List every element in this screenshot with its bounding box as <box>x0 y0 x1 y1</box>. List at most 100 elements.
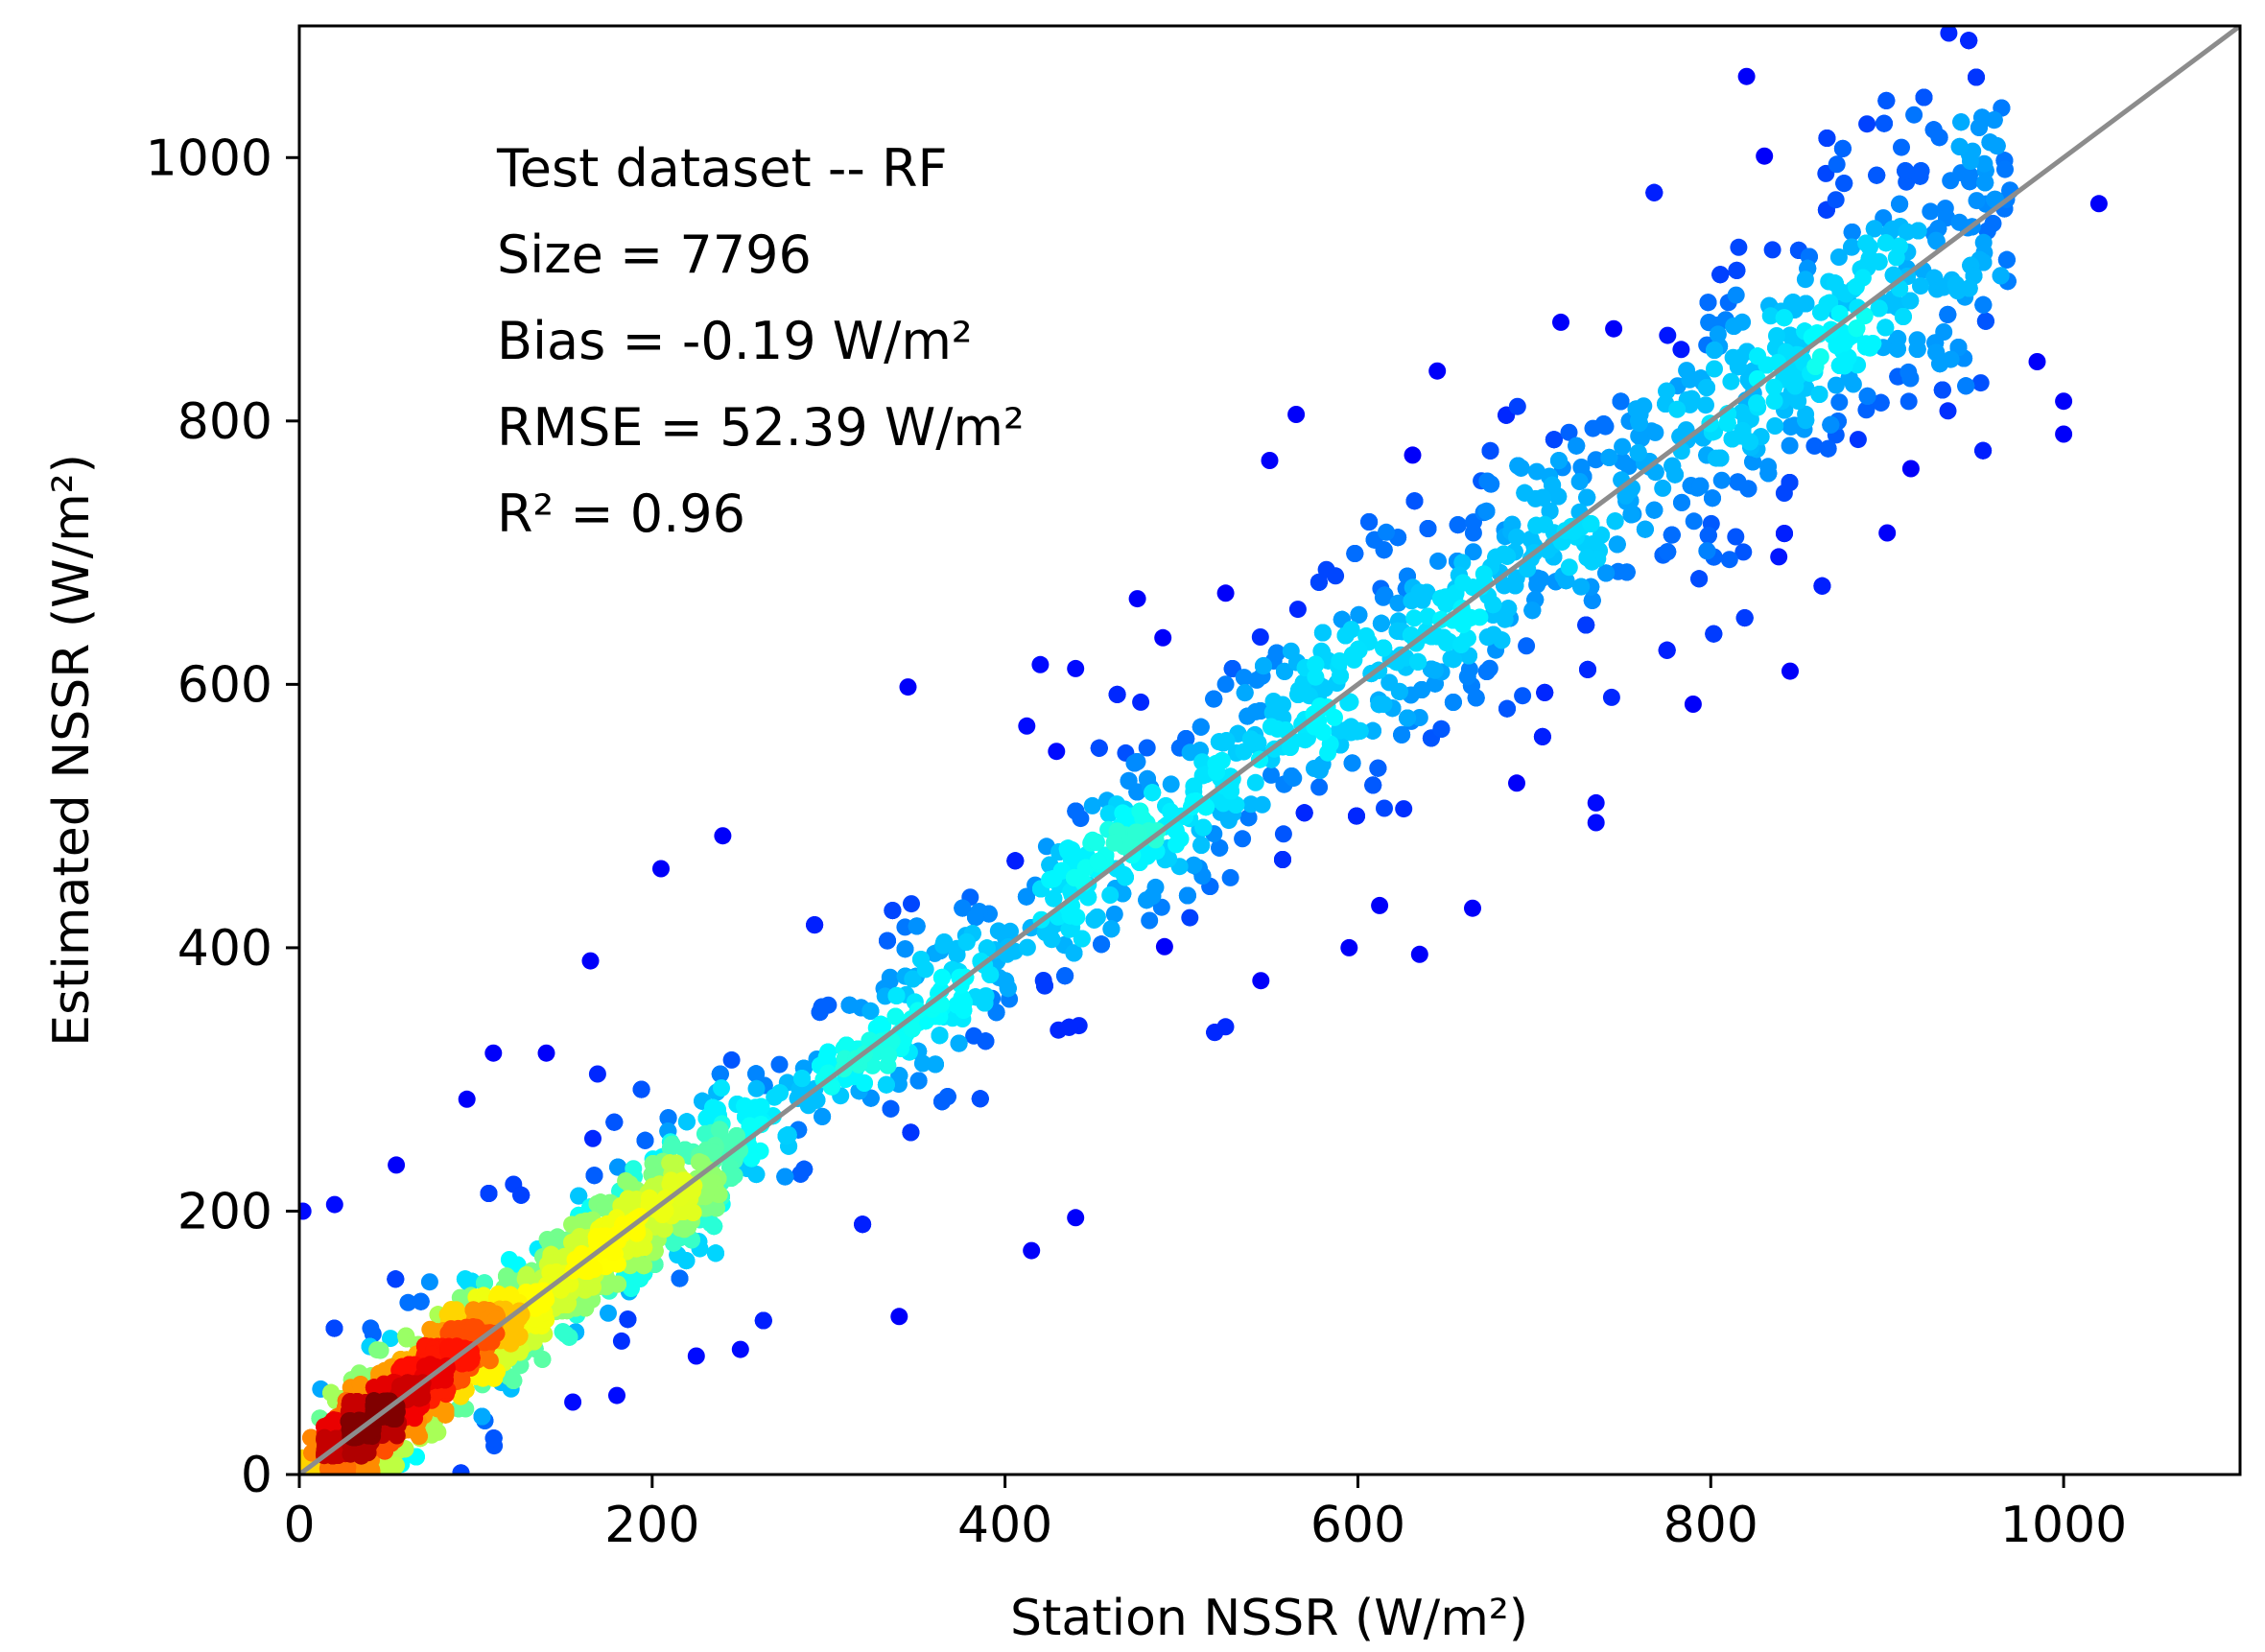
data-point <box>1950 137 1969 155</box>
data-point <box>1617 563 1636 581</box>
data-point <box>1948 282 1967 299</box>
data-point <box>1718 414 1736 432</box>
data-point <box>1853 269 1872 287</box>
data-point <box>1810 386 1829 403</box>
data-point <box>1711 449 1730 467</box>
data-point <box>1614 437 1632 456</box>
data-point <box>1370 696 1388 714</box>
data-point <box>1545 431 1563 449</box>
data-point <box>584 1129 602 1147</box>
data-point <box>2028 353 2046 370</box>
data-point <box>1602 688 1620 706</box>
data-point <box>371 1341 389 1359</box>
data-point <box>1560 558 1578 577</box>
data-point <box>890 1067 908 1085</box>
data-point <box>1560 423 1578 441</box>
data-point <box>1984 214 2002 232</box>
data-point <box>1893 138 1910 156</box>
data-point <box>677 1252 696 1270</box>
data-point <box>512 1186 531 1204</box>
data-point <box>1310 778 1329 796</box>
data-point <box>2055 392 2073 411</box>
data-point <box>1739 480 1758 498</box>
data-point <box>1691 477 1710 495</box>
data-point <box>999 979 1017 998</box>
data-point <box>1770 548 1788 566</box>
data-point <box>473 1407 491 1426</box>
data-point <box>684 1203 702 1221</box>
data-point <box>1552 313 1569 331</box>
data-point <box>537 1044 555 1062</box>
data-point <box>1493 631 1511 649</box>
data-point <box>1313 624 1332 642</box>
data-point <box>711 1121 728 1139</box>
data-point <box>1712 471 1731 489</box>
data-point <box>1597 564 1616 582</box>
data-point <box>1961 173 1979 191</box>
data-point <box>1699 527 1717 545</box>
data-point <box>1827 376 1845 394</box>
data-point <box>1733 427 1751 445</box>
data-point <box>981 966 1000 983</box>
data-point <box>1209 755 1226 773</box>
data-point <box>933 1093 951 1111</box>
data-point <box>1261 452 1279 469</box>
data-point <box>1781 437 1799 455</box>
data-point <box>1985 111 2003 130</box>
data-point <box>776 1168 794 1186</box>
data-point <box>387 1456 405 1475</box>
data-point <box>880 1047 898 1064</box>
data-point <box>1857 401 1876 419</box>
data-point <box>1872 393 1890 412</box>
data-point <box>1728 261 1746 279</box>
data-point <box>1348 807 1365 825</box>
data-point <box>1888 340 1906 358</box>
data-point <box>1102 920 1121 938</box>
data-point <box>899 678 917 696</box>
data-point <box>1690 570 1709 588</box>
data-point <box>1508 774 1525 792</box>
data-point <box>452 1464 470 1475</box>
data-point <box>770 1084 789 1102</box>
data-point <box>722 1050 741 1069</box>
data-point <box>1210 733 1228 751</box>
data-point <box>1060 1018 1078 1036</box>
data-point <box>322 1383 341 1402</box>
data-point <box>1784 294 1803 312</box>
data-point <box>1861 339 1879 357</box>
data-point <box>1162 775 1180 793</box>
data-point <box>912 951 930 969</box>
data-point <box>935 933 954 952</box>
data-point <box>1933 381 1951 399</box>
data-point <box>1444 694 1462 711</box>
data-point <box>1458 668 1476 686</box>
data-point <box>1930 129 1948 147</box>
data-point <box>1763 241 1781 259</box>
data-point <box>1781 474 1799 491</box>
data-point <box>325 1319 343 1337</box>
data-point <box>1996 160 2014 178</box>
data-point <box>1376 586 1394 604</box>
data-point <box>2055 425 2073 443</box>
data-point <box>1860 249 1878 268</box>
data-point <box>1658 641 1676 659</box>
data-point <box>1927 232 1946 250</box>
data-point <box>1067 659 1085 677</box>
data-point <box>882 1099 900 1118</box>
data-point <box>1654 479 1672 497</box>
data-point <box>1350 641 1368 659</box>
data-point <box>1730 238 1748 256</box>
data-point <box>1578 549 1596 567</box>
data-point <box>362 1319 380 1337</box>
data-point <box>1144 784 1162 802</box>
data-point <box>1805 437 1824 455</box>
data-point <box>967 909 984 927</box>
data-point <box>1848 319 1866 338</box>
data-point <box>1267 644 1286 662</box>
data-point <box>1858 115 1876 133</box>
data-point <box>854 1215 872 1234</box>
data-point <box>1445 650 1462 669</box>
data-point <box>1484 596 1502 614</box>
data-point <box>1727 528 1745 546</box>
data-point <box>1376 799 1393 817</box>
